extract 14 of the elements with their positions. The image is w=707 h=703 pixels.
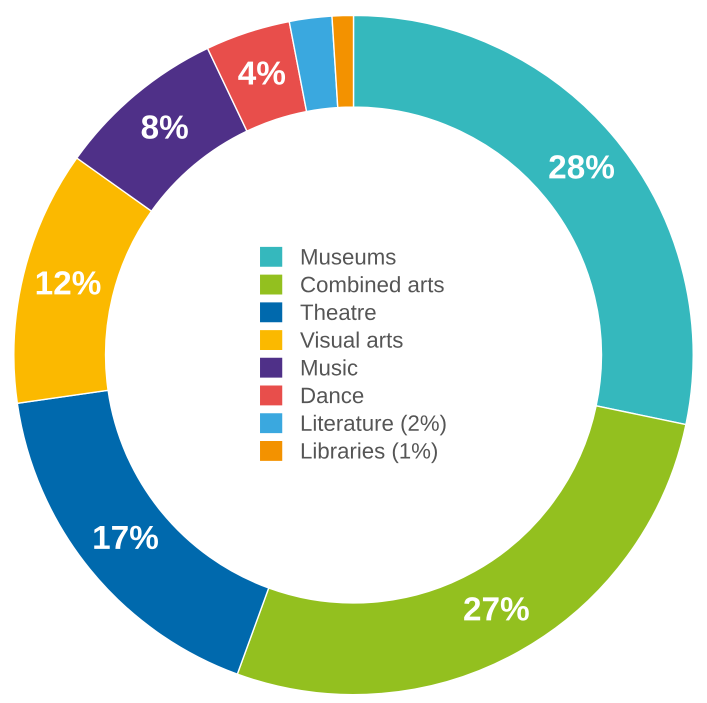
legend-label: Dance xyxy=(302,388,364,404)
legend-label: Libraries (1%) xyxy=(302,442,437,464)
data-label: 12% xyxy=(36,271,100,295)
data-label: 27% xyxy=(464,597,529,621)
data-label: 17% xyxy=(94,526,158,550)
data-label: 4% xyxy=(238,61,286,85)
legend-label: Museums xyxy=(302,249,396,265)
legend-label: Visual arts xyxy=(300,332,403,348)
legend-label: Theatre xyxy=(300,304,376,320)
legend-label: Music xyxy=(302,359,358,376)
data-label: 8% xyxy=(142,115,188,139)
data-label: 28% xyxy=(549,155,614,179)
legend-label: Combined arts xyxy=(301,276,444,292)
legend-label: Literature (2%) xyxy=(302,414,446,436)
